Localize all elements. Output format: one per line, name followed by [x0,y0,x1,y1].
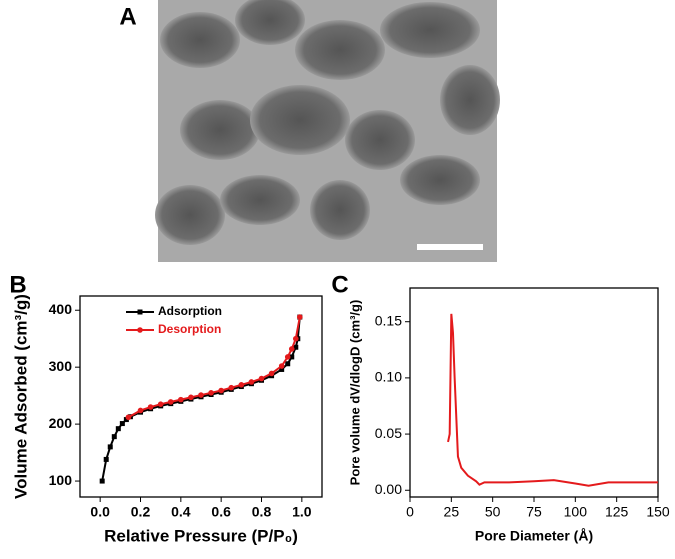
marker [115,426,121,432]
panel-label: C [331,271,348,298]
y-tick-label: 300 [49,358,73,374]
marker [167,399,174,405]
marker [285,361,291,367]
marker [279,366,285,372]
x-tick-label: 0.0 [90,504,110,520]
marker [284,354,291,360]
legend-label: Desorption [158,322,221,336]
x-tick-label: 150 [646,504,670,520]
x-axis-label: Relative Pressure (P/P₀) [104,526,298,545]
marker [188,394,194,401]
panel-label: B [9,271,26,298]
y-tick-label: 0.05 [375,425,402,441]
y-tick-label: 100 [49,472,73,488]
legend-marker [137,309,143,315]
y-tick-label: 0.10 [375,369,402,385]
marker [268,370,275,377]
marker [218,387,224,394]
marker [293,344,299,350]
x-tick-label: 0.8 [252,504,272,520]
x-tick-label: 0.2 [131,504,151,520]
marker [123,417,129,423]
marker [258,375,265,382]
marker [111,434,117,440]
marker [278,363,285,369]
series-line [447,313,658,487]
panel-label: A [119,3,136,30]
x-tick-label: 25 [444,504,460,520]
plot-frame [79,295,323,498]
marker [157,401,164,407]
marker [178,396,184,403]
marker [289,354,295,360]
marker [198,392,204,398]
marker [228,384,235,391]
plot-frame [409,287,659,498]
x-tick-label: 125 [605,504,629,520]
x-tick-label: 0 [406,504,414,520]
legend-marker [137,327,143,333]
marker [119,421,125,427]
marker [248,379,255,385]
x-tick-label: 0.4 [171,504,191,520]
y-axis-label: Volume Adsorbed (cm³/g) [11,294,30,499]
marker [99,478,105,484]
y-tick-label: 0.00 [375,481,402,497]
y-axis-label: Pore volume dV/dlogD (cm³/g) [347,300,362,486]
x-tick-label: 100 [564,504,588,520]
marker [147,404,154,410]
y-tick-label: 200 [49,415,73,431]
y-tick-label: 400 [49,301,73,317]
marker [297,314,303,320]
marker [137,407,144,414]
series-line [101,316,301,482]
y-tick-label: 0.15 [375,312,402,328]
marker [288,346,295,352]
marker [238,382,245,388]
marker [292,335,299,342]
x-tick-label: 50 [485,504,501,520]
marker [208,389,214,396]
x-tick-label: 0.6 [211,504,231,520]
legend-label: Adsorption [158,304,222,318]
x-tick-label: 1.0 [292,504,312,520]
marker [125,414,132,421]
marker [107,444,113,450]
marker [103,456,109,462]
x-tick-label: 75 [526,504,542,520]
tem-image [155,0,500,262]
x-axis-label: Pore Diameter (Å) [475,528,593,544]
